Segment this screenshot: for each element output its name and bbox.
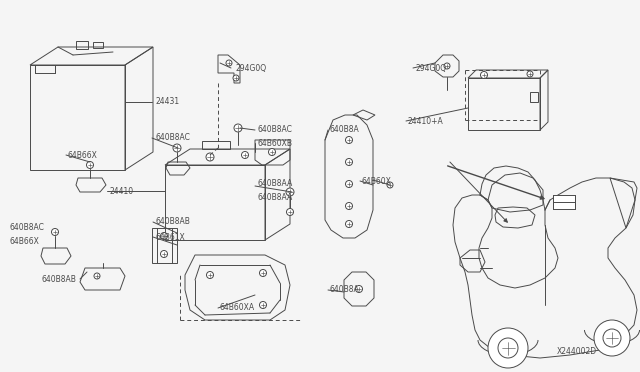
- Text: 64B60XB: 64B60XB: [257, 138, 292, 148]
- Circle shape: [206, 153, 214, 161]
- Bar: [468, 78, 540, 130]
- Text: 64B60XA: 64B60XA: [220, 304, 255, 312]
- Circle shape: [173, 144, 181, 152]
- Circle shape: [259, 269, 266, 276]
- Bar: [30, 65, 125, 170]
- Text: 24431: 24431: [155, 97, 179, 106]
- Circle shape: [226, 60, 232, 66]
- Text: 640B8AB: 640B8AB: [155, 218, 190, 227]
- Text: 640B8AB: 640B8AB: [42, 275, 77, 283]
- Text: 640B8A: 640B8A: [330, 125, 360, 135]
- Bar: [76, 41, 88, 49]
- Circle shape: [241, 151, 248, 158]
- Circle shape: [481, 71, 488, 78]
- Circle shape: [161, 250, 168, 257]
- Text: 64B60X: 64B60X: [362, 176, 392, 186]
- Circle shape: [286, 188, 294, 196]
- Circle shape: [603, 329, 621, 347]
- Text: 64B66X: 64B66X: [68, 151, 98, 160]
- Circle shape: [346, 137, 353, 144]
- Text: 640B8AC: 640B8AC: [10, 224, 45, 232]
- Circle shape: [498, 338, 518, 358]
- Circle shape: [488, 328, 528, 368]
- Text: 640B8A: 640B8A: [330, 285, 360, 295]
- Bar: [530, 92, 538, 102]
- Bar: [202, 141, 230, 149]
- Circle shape: [346, 180, 353, 187]
- Bar: [35, 65, 55, 73]
- Circle shape: [233, 75, 239, 81]
- Circle shape: [594, 320, 630, 356]
- Bar: [93, 42, 103, 48]
- Circle shape: [527, 71, 533, 77]
- Circle shape: [51, 228, 58, 235]
- Circle shape: [94, 273, 100, 279]
- Bar: [165, 165, 265, 240]
- Bar: [152, 228, 177, 263]
- Text: 64B61X: 64B61X: [155, 232, 185, 241]
- Circle shape: [161, 232, 168, 240]
- Text: 640B8AA: 640B8AA: [257, 179, 292, 187]
- Circle shape: [259, 301, 266, 308]
- Circle shape: [234, 124, 242, 132]
- Text: 640B8AC: 640B8AC: [257, 125, 292, 135]
- Bar: [553, 195, 575, 209]
- Text: 294G0Q: 294G0Q: [236, 64, 267, 73]
- Circle shape: [269, 148, 275, 155]
- Text: 640B8AC: 640B8AC: [155, 134, 190, 142]
- Circle shape: [387, 182, 393, 188]
- Text: 294G0Q: 294G0Q: [415, 64, 446, 73]
- Text: 24410+A: 24410+A: [408, 116, 444, 125]
- Text: 640B8AA: 640B8AA: [257, 193, 292, 202]
- Text: X244002D: X244002D: [557, 347, 597, 356]
- Circle shape: [287, 208, 294, 215]
- Text: 64B66X: 64B66X: [10, 237, 40, 246]
- Circle shape: [86, 161, 93, 169]
- Circle shape: [346, 158, 353, 166]
- Circle shape: [346, 202, 353, 209]
- Circle shape: [444, 63, 450, 69]
- Circle shape: [355, 285, 362, 292]
- Circle shape: [207, 272, 214, 279]
- Circle shape: [346, 221, 353, 228]
- Text: 24410: 24410: [109, 186, 133, 196]
